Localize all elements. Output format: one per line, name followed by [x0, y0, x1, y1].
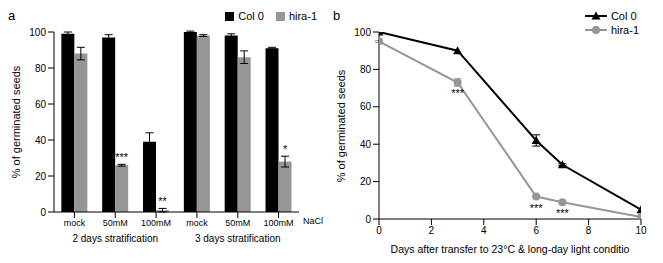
svg-text:50mM: 50mM	[225, 218, 250, 228]
svg-text:0: 0	[376, 225, 382, 236]
svg-text:80: 80	[360, 64, 372, 75]
svg-text:80: 80	[35, 63, 47, 74]
svg-text:0: 0	[365, 214, 371, 225]
svg-text:100: 100	[354, 27, 371, 38]
html-text:hira-1: hira-1	[288, 10, 317, 22]
html-text:a: a	[8, 8, 16, 23]
svg-text:40: 40	[360, 139, 372, 150]
svg-text:10: 10	[635, 225, 647, 236]
html-text:Col 0: Col 0	[238, 10, 264, 22]
svg-text:20: 20	[360, 176, 372, 187]
html-text:b: b	[333, 8, 341, 23]
svg-text:0: 0	[40, 207, 46, 218]
svg-text:60: 60	[35, 99, 47, 110]
svg-text:60: 60	[360, 101, 372, 112]
svg-text:100mM: 100mM	[141, 218, 171, 228]
svg-text:Days after transfer to 23°C &: Days after transfer to 23°C & long-day l…	[391, 243, 630, 255]
svg-text:20: 20	[35, 171, 47, 182]
html-text:3 days stratification: 3 days stratification	[194, 233, 281, 244]
svg-text:mock: mock	[186, 218, 208, 228]
svg-text:100: 100	[29, 27, 46, 38]
svg-text:***: ***	[530, 202, 544, 214]
html-text:% of germinated seeds: % of germinated seeds	[10, 65, 22, 179]
svg-text:***: ***	[115, 151, 129, 163]
svg-text:***: ***	[451, 87, 465, 99]
svg-text:**: **	[158, 195, 167, 207]
svg-text:100mM: 100mM	[264, 218, 294, 228]
svg-text:***: ***	[556, 207, 570, 219]
html-text:% of germinated seeds: % of germinated seeds	[335, 69, 347, 182]
svg-text:40: 40	[35, 135, 47, 146]
svg-text:8: 8	[586, 225, 592, 236]
html-text:Col 0: Col 0	[610, 10, 637, 22]
svg-text:6: 6	[533, 225, 539, 236]
html-text:NaCl: NaCl	[303, 216, 323, 226]
html-text:2 days stratification: 2 days stratification	[72, 233, 159, 244]
svg-text:4: 4	[481, 225, 487, 236]
svg-text:2: 2	[429, 225, 435, 236]
svg-text:mock: mock	[64, 218, 86, 228]
svg-text:50mM: 50mM	[103, 218, 128, 228]
html-text:hira-1: hira-1	[610, 24, 639, 36]
svg-text:*: *	[283, 143, 288, 155]
